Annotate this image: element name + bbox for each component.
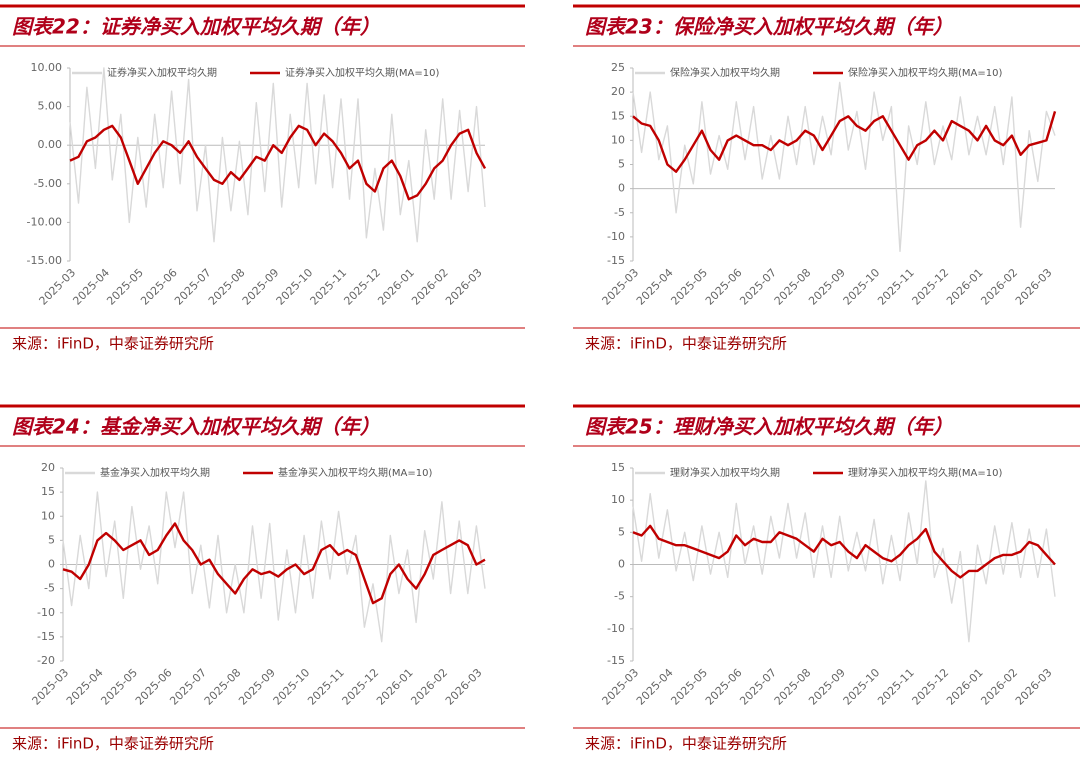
legend-label: 理财净买入加权平均久期(MA=10) [848, 466, 1002, 479]
legend-label: 理财净买入加权平均久期 [670, 466, 780, 479]
x-tick-label: 2025-10 [841, 266, 883, 308]
y-tick-label: 25 [611, 61, 625, 74]
x-tick-label: 2026-01 [374, 666, 416, 708]
y-tick-label: 0.00 [38, 138, 63, 151]
series-line [632, 524, 1056, 579]
y-tick-label: 10 [611, 493, 625, 506]
source: 来源：iFinD，中泰证券研究所 [12, 335, 214, 353]
y-tick-label: 15 [611, 461, 625, 474]
x-tick-label: 2025-03 [600, 666, 642, 708]
x-tick-label: 2026-03 [1013, 266, 1055, 308]
x-tick-label: 2025-12 [340, 666, 382, 708]
y-tick-label: -10.00 [27, 215, 62, 228]
y-tick-label: -5 [44, 582, 55, 595]
y-tick-label: -15 [607, 654, 625, 667]
legend-label: 证券净买入加权平均久期 [107, 66, 217, 79]
x-tick-label: 2025-06 [703, 666, 745, 708]
x-tick-label: 2025-11 [305, 666, 347, 708]
legend-label: 基金净买入加权平均久期(MA=10) [278, 466, 432, 479]
series-line [69, 67, 486, 243]
legend-label: 基金净买入加权平均久期 [100, 466, 210, 479]
series-line [632, 111, 1057, 173]
x-tick-label: 2026-02 [978, 266, 1020, 308]
source: 来源：iFinD，中泰证券研究所 [12, 735, 214, 753]
series-line [632, 480, 1056, 643]
x-tick-label: 2025-09 [806, 266, 848, 308]
x-tick-label: 2025-04 [634, 266, 676, 308]
x-tick-label: 2026-03 [443, 266, 485, 308]
x-tick-label: 2025-12 [910, 266, 952, 308]
legend-label: 保险净买入加权平均久期 [670, 66, 780, 79]
legend-label: 证券净买入加权平均久期(MA=10) [285, 66, 439, 79]
x-tick-label: 2025-05 [668, 266, 710, 308]
y-tick-label: 5.00 [38, 100, 63, 113]
y-tick-label: -10 [37, 606, 55, 619]
x-tick-label: 2025-10 [271, 666, 313, 708]
series-line [69, 124, 487, 201]
x-tick-label: 2025-12 [910, 666, 952, 708]
x-tick-label: 2025-08 [772, 666, 814, 708]
y-tick-label: 0 [48, 558, 55, 571]
x-tick-label: 2025-08 [772, 266, 814, 308]
x-tick-label: 2025-03 [30, 666, 72, 708]
chart-title: 图表24：基金净买入加权平均久期（年） [12, 415, 380, 439]
x-tick-label: 2025-05 [98, 666, 140, 708]
x-tick-label: 2025-09 [236, 666, 278, 708]
y-tick-label: 10.00 [31, 61, 63, 74]
x-tick-label: 2025-07 [167, 666, 209, 708]
x-tick-label: 2026-03 [1013, 666, 1055, 708]
series-line [632, 81, 1056, 252]
y-tick-label: -5.00 [34, 177, 62, 190]
x-tick-label: 2025-06 [703, 266, 745, 308]
x-tick-label: 2025-05 [668, 666, 710, 708]
series-line [62, 522, 486, 605]
x-tick-label: 2026-02 [408, 666, 450, 708]
legend-label: 保险净买入加权平均久期(MA=10) [848, 66, 1002, 79]
x-tick-label: 2025-04 [64, 666, 106, 708]
x-tick-label: 2026-01 [944, 666, 986, 708]
y-tick-label: 0 [618, 558, 625, 571]
y-tick-label: 5 [618, 525, 625, 538]
y-tick-label: 5 [618, 158, 625, 171]
x-tick-label: 2025-09 [806, 666, 848, 708]
y-tick-label: -5 [614, 590, 625, 603]
x-tick-label: 2025-11 [875, 266, 917, 308]
y-tick-label: -5 [614, 206, 625, 219]
y-tick-label: 10 [41, 509, 55, 522]
y-tick-label: 10 [611, 133, 625, 146]
y-tick-label: -20 [37, 654, 55, 667]
chart-title: 图表23：保险净买入加权平均久期（年） [585, 15, 953, 39]
y-tick-label: -15 [37, 630, 55, 643]
source: 来源：iFinD，中泰证券研究所 [585, 735, 787, 753]
x-tick-label: 2026-01 [944, 266, 986, 308]
source: 来源：iFinD，中泰证券研究所 [585, 335, 787, 353]
x-tick-label: 2025-10 [841, 666, 883, 708]
x-tick-label: 2026-03 [443, 666, 485, 708]
chart-title: 图表25：理财净买入加权平均久期（年） [585, 415, 953, 439]
y-tick-label: -15 [607, 254, 625, 267]
x-tick-label: 2025-03 [600, 266, 642, 308]
y-tick-label: 15 [41, 485, 55, 498]
y-tick-label: 5 [48, 533, 55, 546]
x-tick-label: 2025-07 [737, 666, 779, 708]
x-tick-label: 2025-08 [202, 666, 244, 708]
x-tick-label: 2025-04 [634, 666, 676, 708]
y-tick-label: -10 [607, 622, 625, 635]
y-tick-label: -10 [607, 230, 625, 243]
series-line [62, 491, 486, 643]
chart-title: 图表22：证券净买入加权平均久期（年） [12, 15, 380, 39]
y-tick-label: 20 [611, 85, 625, 98]
x-tick-label: 2026-02 [978, 666, 1020, 708]
y-tick-label: 0 [618, 182, 625, 195]
y-tick-label: -15.00 [27, 254, 62, 267]
x-tick-label: 2025-11 [875, 666, 917, 708]
y-tick-label: 15 [611, 109, 625, 122]
y-tick-label: 20 [41, 461, 55, 474]
x-tick-label: 2025-07 [737, 266, 779, 308]
x-tick-label: 2025-06 [133, 666, 175, 708]
